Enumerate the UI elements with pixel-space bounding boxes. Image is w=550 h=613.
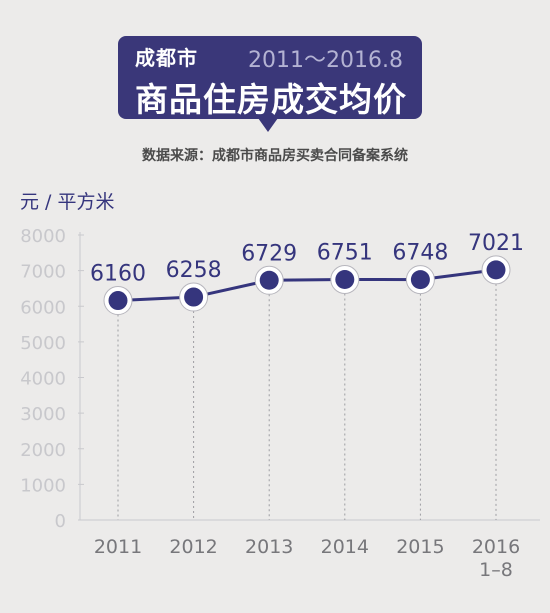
x-tick-label: 2016 1–8 — [472, 536, 520, 581]
x-tick-label: 2014 — [321, 536, 369, 558]
data-label: 6160 — [90, 262, 146, 287]
x-tick-label-line: 2015 — [396, 536, 444, 558]
x-tick-label: 2015 — [396, 536, 444, 558]
x-tick-label-line: 2011 — [94, 536, 142, 558]
x-tick-label-line: 2012 — [169, 536, 217, 558]
x-tick-label-line: 2013 — [245, 536, 293, 558]
data-source: 数据来源：成都市商品房买卖合同备案系统 — [142, 148, 408, 164]
title-date-range: 2011～2016.8 — [248, 48, 403, 73]
x-tick-label-line: 2016 — [472, 536, 520, 558]
x-tick-label: 2011 — [94, 536, 142, 558]
y-tick-label: 3000 — [20, 404, 66, 425]
y-tick-label: 4000 — [20, 369, 66, 390]
data-point — [108, 291, 128, 311]
title-banner — [118, 36, 422, 119]
x-tick-label: 2013 — [245, 536, 293, 558]
x-tick-label-line: 2014 — [321, 536, 369, 558]
data-label: 6729 — [241, 241, 297, 266]
x-tick-label-line: 1–8 — [479, 559, 513, 581]
y-tick-label: 7000 — [20, 262, 66, 283]
data-point — [410, 270, 430, 290]
x-tick-label: 2012 — [169, 536, 217, 558]
title-city: 成都市 — [135, 46, 198, 70]
data-label: 6258 — [166, 258, 222, 283]
data-point — [486, 260, 506, 280]
y-tick-label: 1000 — [20, 475, 66, 496]
data-point — [335, 269, 355, 289]
title-banner-pointer — [258, 118, 278, 132]
data-label: 7021 — [468, 231, 524, 256]
chart-title: 商品住房成交均价 — [135, 80, 407, 119]
y-tick-label: 5000 — [20, 333, 66, 354]
data-point — [259, 270, 279, 290]
y-axis-unit: 元 / 平方米 — [20, 191, 115, 213]
data-point — [184, 287, 204, 307]
y-tick-label: 2000 — [20, 440, 66, 461]
data-label: 6751 — [317, 240, 373, 265]
y-tick-label: 8000 — [20, 226, 66, 247]
y-tick-label: 0 — [55, 511, 66, 532]
y-tick-label: 6000 — [20, 297, 66, 318]
data-label: 6748 — [392, 241, 448, 266]
